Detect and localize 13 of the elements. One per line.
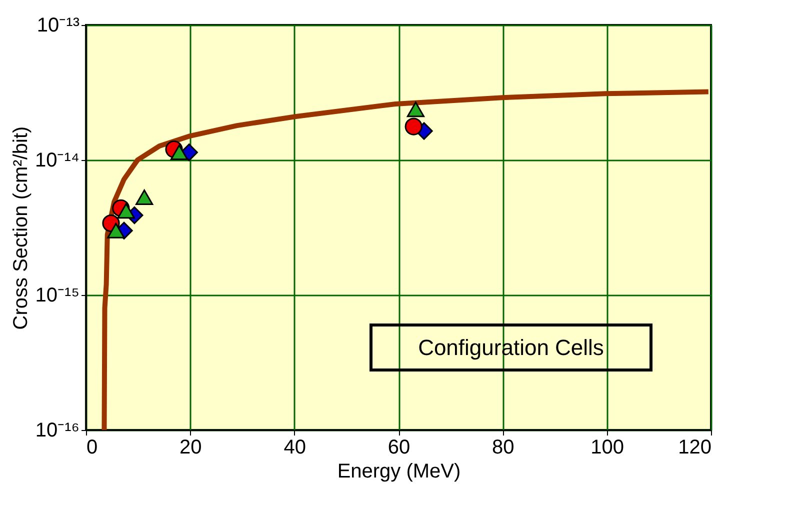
- x-tick-label: 20: [180, 436, 202, 458]
- x-tick-label: 80: [492, 436, 514, 458]
- y-tick-label: 10⁻¹⁵: [35, 284, 80, 306]
- x-tick-label: 60: [388, 436, 410, 458]
- y-axis-title: Cross Section (cm²/bit): [10, 126, 32, 330]
- x-tick-label: 40: [284, 436, 306, 458]
- y-tick-label: 10⁻¹³: [36, 14, 80, 36]
- x-tick-label: 100: [590, 436, 624, 458]
- x-tick-label: 120: [678, 436, 712, 458]
- y-tick-label: 10⁻¹⁴: [35, 150, 80, 172]
- x-tick-label: 0: [86, 436, 98, 458]
- x-axis-title: Energy (MeV): [337, 460, 461, 482]
- y-tick-label: 10⁻¹⁶: [35, 420, 80, 442]
